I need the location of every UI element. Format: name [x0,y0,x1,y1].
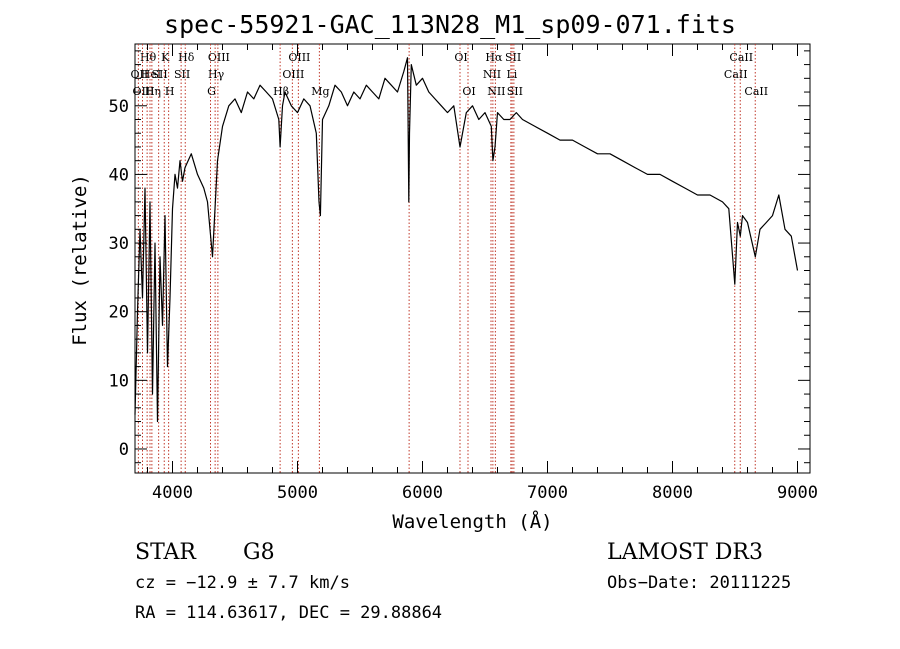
line-marker-label: NII [483,68,501,81]
object-type: STAR [135,540,196,565]
x-tick-label: 9000 [777,483,818,503]
y-axis-label: Flux (relative) [69,174,91,346]
chart-title: spec-55921-GAC_113N28_M1_sp09-071.fits [164,10,736,39]
y-tick-label: 10 [109,371,129,391]
y-tick-label: 0 [119,440,129,460]
x-tick-label: 6000 [402,483,443,503]
axes-layer: 4000 5000 6000 7000 8000 9000 0 10 20 30 40 50 [109,44,818,503]
line-marker-label: Hα [485,51,503,64]
series-layer [134,57,799,423]
x-tick-label: 8000 [652,483,693,503]
line-marker-label: OII [131,68,149,81]
line-marker-label: CaII [729,51,753,64]
line-marker-label: CaII [744,85,768,98]
line-marker-label: G [207,85,216,98]
line-marker-label: HeI [141,68,161,81]
line-marker-label: Li [506,68,517,81]
line-marker-label: Hβ [273,85,289,98]
line-marker-label: Hδ [178,51,195,64]
line-marker-label: H [165,85,175,98]
line-marker-label: OIII [132,85,154,98]
line-marker-label: Hη [145,85,161,98]
plot-frame [134,43,811,474]
x-axis-label: Wavelength (Å) [392,511,553,533]
y-tick-label: 20 [109,303,129,323]
redshift-velocity: cz = −12.9 ± 7.7 km/s [135,573,350,593]
line-marker-label: CaII [724,68,748,81]
line-marker-label: Hγ [208,68,225,81]
x-tick-label: 7000 [527,483,568,503]
line-marker-label: Hθ [140,51,157,64]
line-marker-label: OIII [288,51,310,64]
line-marker-label: OIII [208,51,230,64]
x-tick-label: 5000 [277,483,318,503]
y-tick-label: 40 [109,165,129,185]
line-marker-label: OI [454,51,467,64]
observation-date: Obs−Date: 20111225 [607,573,792,593]
line-marker-label: NII [487,85,505,98]
line-marker-label: OI [462,85,475,98]
subclass: G8 [243,540,275,565]
line-marker-label: K [161,51,170,64]
line-marker-label: SII [174,68,190,81]
spectrum-line [134,57,799,423]
survey-name: LAMOST DR3 [607,540,763,565]
y-tick-label: 30 [109,234,129,254]
coordinates: RA = 114.63617, DEC = 29.88864 [135,603,443,623]
x-tick-label: 4000 [152,483,193,503]
line-marker-label: OIII [282,68,304,81]
line-marker-label: SII [505,51,521,64]
line-marker-label: Mg [311,85,329,98]
line-marker-label: SII [507,85,523,98]
y-tick-label: 50 [109,97,129,117]
line-marker-label: SII [152,68,168,81]
